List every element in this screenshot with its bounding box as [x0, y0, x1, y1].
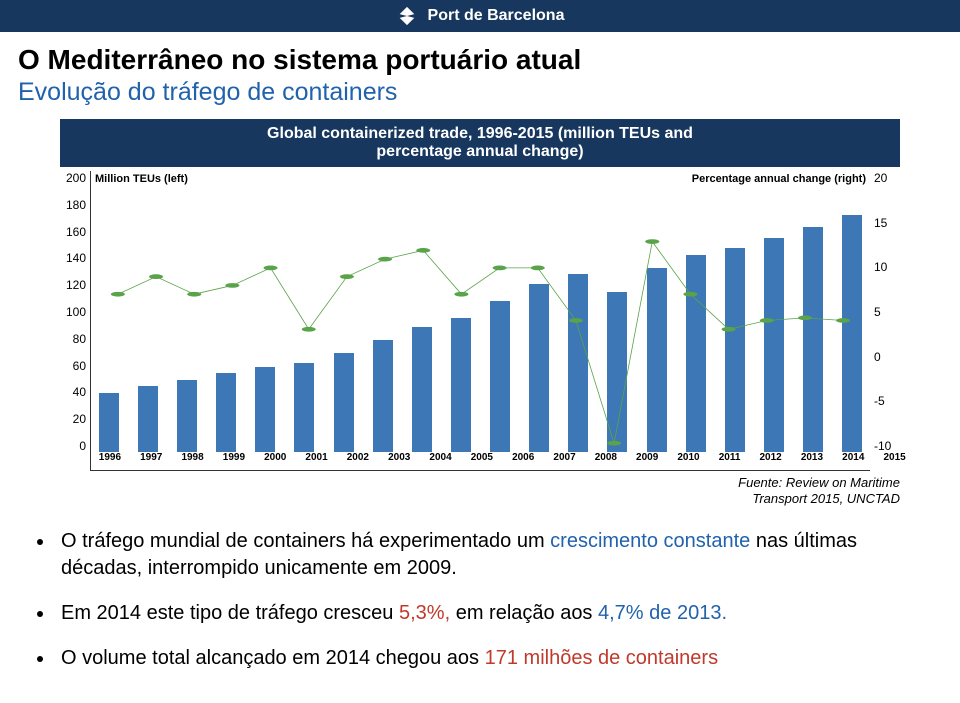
chart-area: 200180160140120100806040200 Million TEUs…	[60, 171, 900, 471]
line-marker	[187, 292, 201, 297]
title-block: O Mediterrâneo no sistema portuário atua…	[0, 32, 960, 111]
x-tick: 2006	[512, 452, 534, 470]
x-tick: 2015	[883, 452, 905, 470]
x-tick: 2003	[388, 452, 410, 470]
page-subtitle: Evolução do tráfego de containers	[18, 78, 942, 107]
y-left-tick: 0	[79, 439, 86, 453]
x-tick: 2014	[842, 452, 864, 470]
x-tick: 1999	[223, 452, 245, 470]
line-marker	[225, 283, 239, 288]
y-left-tick: 80	[73, 332, 86, 346]
bullet-3: O volume total alcançado em 2014 chegou …	[55, 645, 920, 672]
y-left-tick: 140	[66, 251, 86, 265]
x-tick: 2013	[801, 452, 823, 470]
brand-header: Port de Barcelona	[0, 0, 960, 32]
x-tick: 2009	[636, 452, 658, 470]
y-right-tick: 10	[874, 260, 887, 274]
y-axis-left: 200180160140120100806040200	[60, 171, 90, 471]
b3-highlight: 171 milhões de containers	[485, 647, 718, 669]
line-marker	[264, 266, 278, 271]
line-marker	[569, 318, 583, 323]
line-marker	[302, 327, 316, 332]
y-left-tick: 160	[66, 225, 86, 239]
line-marker	[111, 292, 125, 297]
chart-caption-line1: Global containerized trade, 1996-2015 (m…	[64, 125, 896, 143]
x-tick: 1997	[140, 452, 162, 470]
line-marker	[760, 318, 774, 323]
y-left-tick: 120	[66, 278, 86, 292]
page-title: O Mediterrâneo no sistema portuário atua…	[18, 44, 942, 76]
y-left-tick: 180	[66, 198, 86, 212]
line-marker	[416, 248, 430, 253]
plot-area: Million TEUs (left) Percentage annual ch…	[90, 171, 870, 471]
line-marker	[340, 274, 354, 279]
source-line2: Transport 2015, UNCTAD	[0, 491, 900, 507]
y-right-tick: -10	[874, 439, 891, 453]
chart-source: Fuente: Review on Maritime Transport 201…	[0, 475, 900, 506]
y-left-tick: 100	[66, 305, 86, 319]
line-marker	[645, 239, 659, 244]
bullet-1: O tráfego mundial de containers há exper…	[55, 528, 920, 582]
diamond-icon	[396, 5, 418, 27]
x-axis: 1996 1997 1998 1999 2000 2001 2002 2003 2004 2005…	[91, 452, 870, 470]
y-right-tick: 20	[874, 171, 887, 185]
y-right-tick: 0	[874, 350, 881, 364]
x-tick: 2002	[347, 452, 369, 470]
y-left-tick: 40	[73, 385, 86, 399]
legend-right: Percentage annual change (right)	[692, 173, 866, 185]
line-marker	[836, 318, 850, 323]
y-right-tick: -5	[874, 394, 885, 408]
line-marker	[607, 441, 621, 446]
legend-left: Million TEUs (left)	[95, 173, 188, 185]
chart-legends: Million TEUs (left) Percentage annual ch…	[95, 173, 866, 185]
line-marker	[454, 292, 468, 297]
chart-caption: Global containerized trade, 1996-2015 (m…	[60, 119, 900, 167]
b2-text-a: Em 2014 este tipo de tráfego cresceu	[61, 602, 399, 624]
x-tick: 2004	[429, 452, 451, 470]
b2-highlight-2: 4,7% de 2013.	[598, 602, 727, 624]
y-left-tick: 200	[66, 171, 86, 185]
line-marker	[683, 292, 697, 297]
chart-caption-line2: percentage annual change)	[64, 143, 896, 161]
b2-text-b: em relação aos	[450, 602, 598, 624]
x-tick: 2007	[553, 452, 575, 470]
x-tick: 1996	[99, 452, 121, 470]
y-right-tick: 5	[874, 305, 881, 319]
x-tick: 2011	[719, 452, 741, 470]
y-right-tick: 15	[874, 216, 887, 230]
x-tick: 2010	[677, 452, 699, 470]
brand-name: Port de Barcelona	[428, 7, 565, 25]
line-marker	[722, 327, 736, 332]
b1-highlight: crescimento constante	[550, 530, 750, 552]
y-left-tick: 60	[73, 359, 86, 373]
line-marker	[798, 316, 812, 321]
line-marker	[493, 266, 507, 271]
x-tick: 2000	[264, 452, 286, 470]
trend-line	[118, 242, 843, 444]
y-axis-right: 20 15 10 5 0 -5 -10	[870, 171, 900, 471]
x-tick: 2012	[759, 452, 781, 470]
x-tick: 2008	[595, 452, 617, 470]
line-series	[91, 189, 870, 452]
b3-text-a: O volume total alcançado em 2014 chegou …	[61, 647, 485, 669]
x-tick: 2001	[305, 452, 327, 470]
line-marker	[531, 266, 545, 271]
source-line1: Fuente: Review on Maritime	[0, 475, 900, 491]
line-marker	[378, 257, 392, 262]
x-tick: 2005	[471, 452, 493, 470]
bullet-list: O tráfego mundial de containers há exper…	[55, 528, 920, 672]
line-marker	[149, 274, 163, 279]
bullet-2: Em 2014 este tipo de tráfego cresceu 5,3…	[55, 600, 920, 627]
y-left-tick: 20	[73, 412, 86, 426]
b1-text-a: O tráfego mundial de containers há exper…	[61, 530, 550, 552]
x-tick: 1998	[181, 452, 203, 470]
b2-highlight-1: 5,3%,	[399, 602, 450, 624]
